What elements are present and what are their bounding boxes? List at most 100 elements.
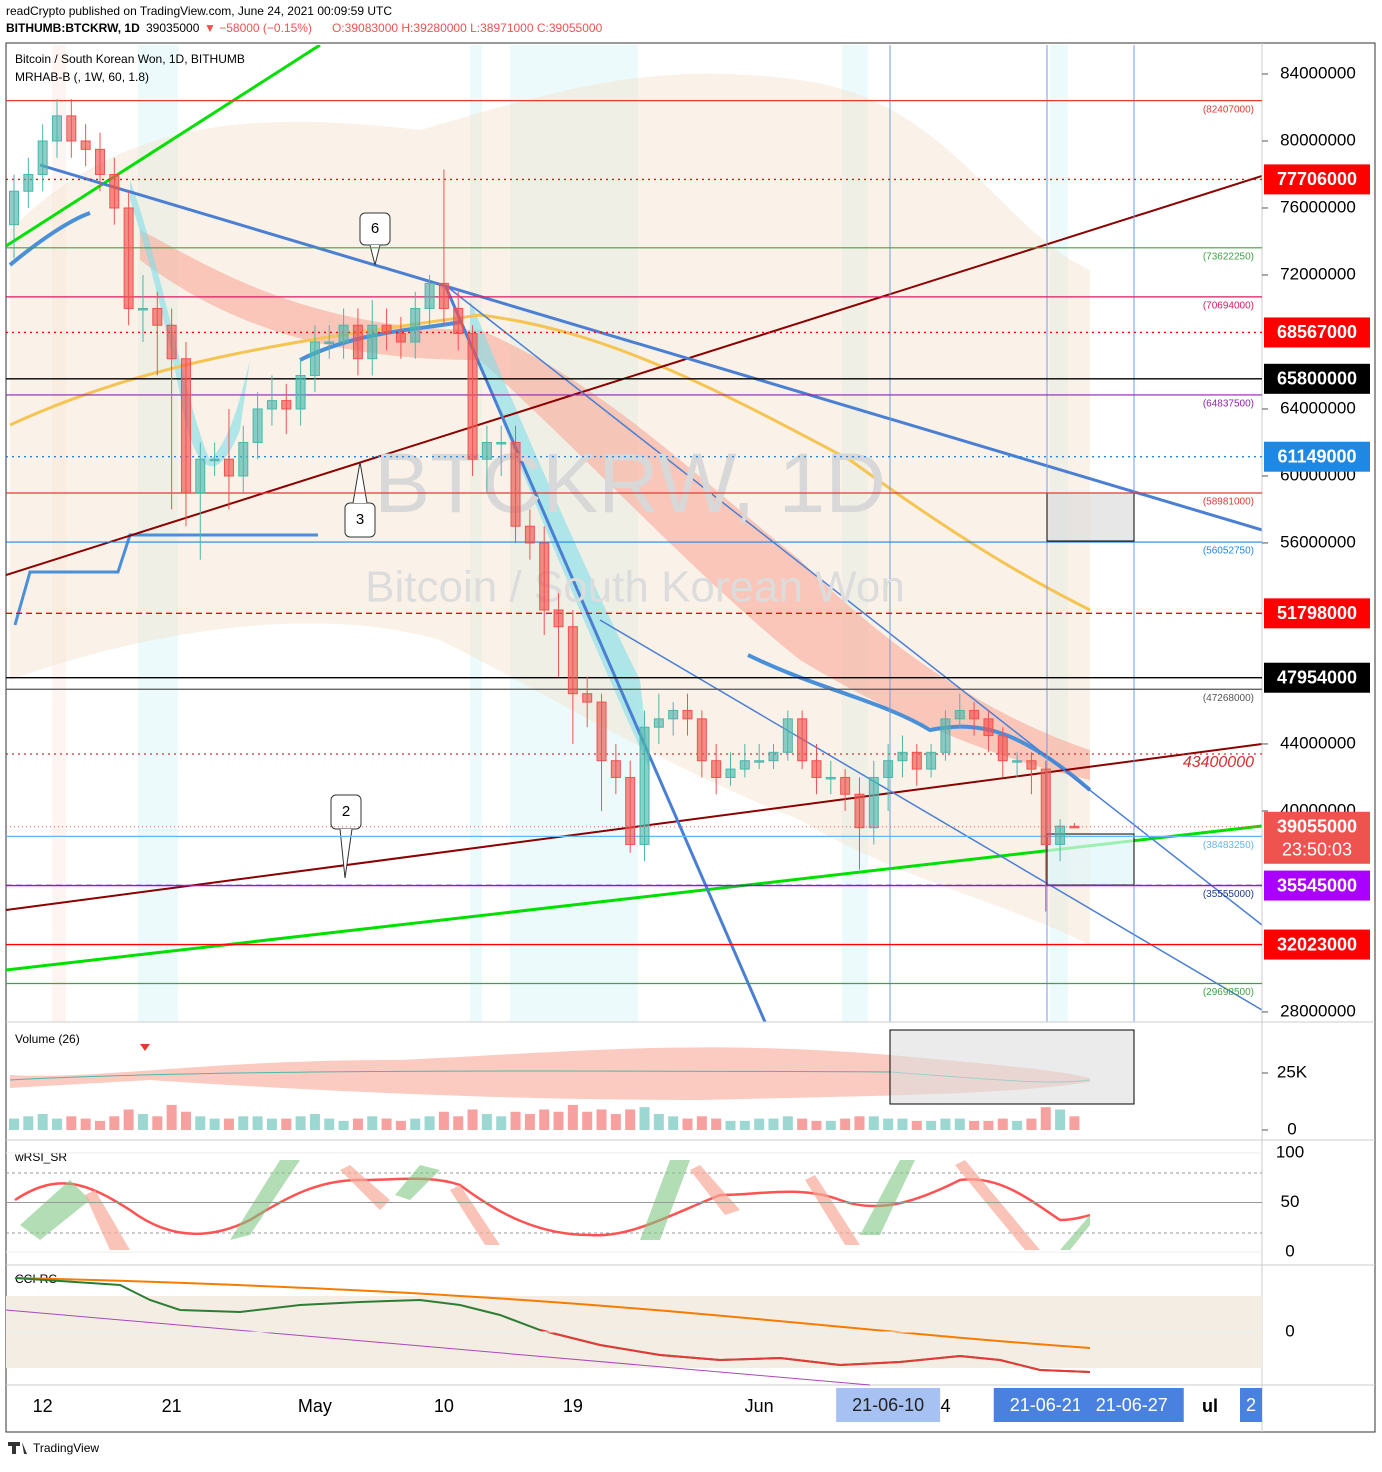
volume-bar [797,1118,808,1130]
candle-body [381,324,392,335]
range-box [889,1029,1135,1105]
volume-bar [696,1116,707,1130]
volume-bar [496,1116,507,1130]
candle-body [481,441,492,460]
candle-body [266,400,277,410]
footer-brand: TradingView [33,1441,99,1455]
volume-bar [969,1120,980,1130]
volume-bar [410,1118,421,1130]
candle-body [596,701,607,762]
candle-body [567,626,578,695]
range-box [1046,492,1135,542]
moving-average [9,313,1091,612]
y-tick-label: 44000000 [1280,733,1356,752]
x-tick-label: 19 [563,1396,583,1416]
callout-pointer [369,244,381,266]
volume-bar [811,1120,822,1130]
volume-bar [668,1116,679,1130]
volume-bar [610,1114,621,1130]
candle-body [94,148,105,175]
candle-body [496,441,507,445]
volume-bar [911,1120,922,1130]
volume-bar [596,1109,607,1130]
wrsi-line [14,1177,1091,1237]
volume-bar [352,1118,363,1130]
level-label: 43400000 [1183,754,1254,771]
volume-bar [223,1118,234,1130]
candle-body [209,458,220,462]
x-tick-label: 10 [434,1396,454,1416]
candle-body [9,190,19,226]
candle-body [180,358,191,494]
y-tick-label: 25K [1277,1062,1308,1081]
candle-body [883,760,894,778]
level-label: (38483250) [1203,840,1254,851]
callout-text: 6 [371,220,379,237]
level-label: (70694000) [1203,300,1254,311]
y-tick-label: 28000000 [1280,1001,1356,1020]
volume-bar [539,1109,550,1130]
volume-bar [940,1118,951,1130]
time-marker [1079,1388,1184,1422]
candle-body [23,173,34,192]
candle-body [1012,760,1023,763]
price-tag-label: 68567000 [1277,322,1357,342]
watermark: BTCKRW, 1D [374,436,886,530]
candle-body [553,609,564,628]
candle-body [668,709,679,720]
candle-body [682,709,693,720]
symbol: BITHUMB:BTCKRW, 1D [6,21,140,35]
candle-body [811,760,822,778]
volume-bar [510,1111,521,1130]
volume-bar [195,1116,206,1130]
signal-arrow [140,1044,150,1051]
time-marker-label: 21-06-21 [1010,1395,1082,1415]
price-tag-label: 51798000 [1277,603,1357,623]
price-tag [1264,929,1370,960]
candle-body [51,115,62,142]
volume-bar [80,1118,91,1130]
candle-body [911,751,922,770]
volume-bar [954,1118,965,1130]
candle-body [338,324,349,343]
volume-bar [897,1118,908,1130]
level-label: (73622250) [1203,251,1254,262]
volume-bar [997,1118,1008,1130]
candle-body [983,718,994,737]
candle-body [625,776,636,845]
price-tag [1264,317,1370,348]
volume-bar [324,1118,335,1130]
last-price: 39035000 [146,21,200,35]
volume-bar [424,1116,435,1130]
callout-pointer [339,828,353,879]
y-tick-label: 84000000 [1280,63,1356,82]
volume-bar [467,1109,478,1130]
candle-body [940,718,951,753]
wrsi-band [20,1160,1090,1250]
candle-body [768,751,779,762]
volume-bar [152,1116,163,1130]
price-change: ▼ −58000 (−0.15%) [204,21,312,35]
volume-bar [653,1114,664,1130]
x-tick-label: 21 [162,1396,182,1416]
time-marker-label: 21-06-27 [1096,1395,1168,1415]
candle-body [410,307,421,343]
level-label: (64837500) [1203,399,1254,410]
candle-body [395,333,406,343]
volume-bar [854,1116,865,1130]
candle-body [524,525,535,544]
candle-body [352,324,363,360]
time-marker-label: 2 [1246,1395,1256,1415]
callout-2: 2 [330,794,362,879]
trend-line [39,163,1262,532]
main-marks [6,99,1262,985]
candle-body [610,760,621,778]
ohlc: O:39083000 H:39280000 L:38971000 C:39055… [332,21,603,35]
session-band [842,45,868,1022]
volume-bar [582,1111,593,1130]
volume-bar [338,1120,349,1130]
y-tick-label: 80000000 [1280,130,1356,149]
wrsi-decor [6,1160,1262,1250]
volume-bar [252,1116,263,1130]
candle-body [754,760,765,763]
